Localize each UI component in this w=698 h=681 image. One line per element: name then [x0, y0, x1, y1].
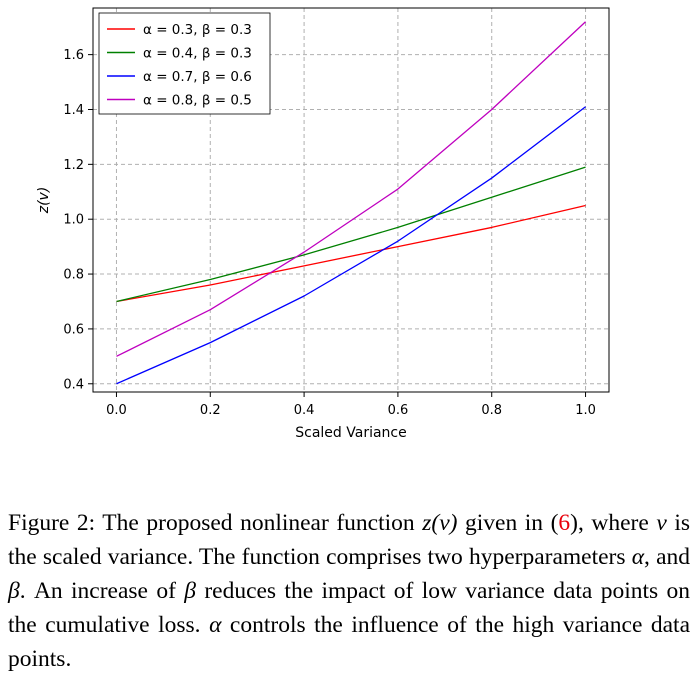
caption-text: is the scaled variance. The function com…	[8, 510, 690, 570]
caption-text: The proposed nonlinear function	[95, 510, 423, 536]
x-tick-label: 0.2	[200, 403, 221, 418]
equation-reference-link[interactable]: 6	[558, 510, 571, 536]
caption-text: , and	[644, 544, 690, 570]
x-tick-label: 0.4	[294, 403, 315, 418]
caption-alpha-symbol: α	[209, 612, 222, 638]
caption-variable-v: v	[656, 510, 667, 536]
legend-entry: α = 0.4, β = 0.3	[143, 46, 252, 62]
series-line	[116, 106, 586, 385]
line-chart: 0.0 0.2 0.4 0.6 0.8 1.00.40.60.81.01.21.41.6 …	[36, 7, 610, 441]
caption-text: ), where	[570, 510, 657, 536]
legend-box	[98, 12, 271, 115]
legend-entry: α = 0.8, β = 0.5	[143, 93, 252, 109]
x-tick-label: 0.8	[481, 403, 502, 418]
y-tick-label: 1.2	[63, 158, 84, 173]
caption-figure-label: Figure 2:	[8, 510, 96, 536]
legend: α = 0.3, β = 0.3 α = 0.4, β = 0.3 α = 0.7,…	[98, 12, 271, 115]
y-tick-label: 1.6	[63, 48, 84, 63]
x-tick-label: 1.0	[575, 403, 596, 418]
series-line	[116, 166, 586, 303]
caption-text: controls the influence of the high varia…	[8, 612, 691, 672]
caption-alpha-symbol: α	[631, 544, 645, 570]
x-axis-label: Scaled Variance	[295, 425, 406, 441]
caption-beta-symbol: β	[8, 578, 20, 604]
caption-beta-symbol: β	[184, 578, 196, 604]
series-lines	[116, 21, 586, 385]
series-line	[116, 21, 586, 357]
caption-text: . An increase of	[19, 578, 185, 604]
legend-entry: α = 0.7, β = 0.6	[143, 69, 252, 85]
caption-text: given in (	[457, 510, 559, 536]
y-tick-label: 0.4	[63, 377, 84, 392]
caption-text: reduces the impact of low variance data …	[8, 578, 690, 638]
plot-frame	[92, 7, 610, 393]
y-tick-label: 0.6	[63, 322, 84, 337]
y-axis-label: z(v)	[36, 187, 52, 215]
y-tick-label: 1.0	[63, 213, 84, 228]
caption-function-symbol: z(v)	[422, 510, 458, 536]
y-tick-label: 1.4	[63, 103, 84, 118]
x-tick-label: 0.6	[388, 403, 409, 418]
figure-caption: Figure 2: The proposed nonlinear functio…	[8, 506, 690, 676]
x-tick-label: 0.0	[106, 403, 127, 418]
series-line	[116, 204, 586, 303]
legend-entry: α = 0.3, β = 0.3	[143, 22, 252, 38]
grid	[93, 8, 609, 392]
axis-ticks: 0.0 0.2 0.4 0.6 0.8 1.0 0.4 0.6 0.8 1.0 1.2 1.4 1.6	[63, 48, 596, 418]
y-tick-label: 0.8	[63, 268, 84, 283]
